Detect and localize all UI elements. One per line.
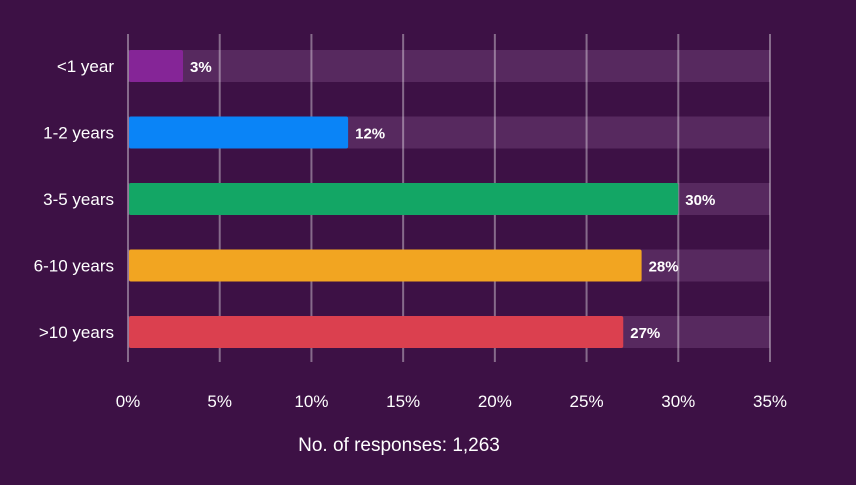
data-label: 28%: [649, 259, 679, 276]
data-label: 3%: [190, 59, 212, 76]
x-axis-ticks: 0% 5% 10% 15% 20% 25% 30% 35%: [116, 392, 787, 411]
bar: [129, 183, 679, 215]
data-label: 27%: [630, 325, 660, 342]
x-tick-label: 15%: [386, 392, 420, 411]
x-tick-label: 30%: [661, 392, 695, 411]
x-tick-label: 5%: [207, 392, 232, 411]
bar: [129, 50, 184, 82]
category-label: 1-2 years: [43, 124, 114, 143]
x-tick-label: 10%: [294, 392, 328, 411]
category-label: <1 year: [57, 57, 115, 76]
x-tick-label: 0%: [116, 392, 141, 411]
x-tick-label: 20%: [478, 392, 512, 411]
bar: [129, 116, 349, 149]
x-tick-label: 25%: [570, 392, 604, 411]
response-count-note: No. of responses: 1,263: [298, 435, 500, 456]
data-label: 12%: [355, 126, 385, 143]
bar-track: [128, 50, 770, 82]
value-labels: 3% 12% 30% 28% 27%: [190, 59, 715, 342]
category-label: 6-10 years: [34, 257, 114, 276]
x-tick-label: 35%: [753, 392, 787, 411]
category-label: 3-5 years: [43, 190, 114, 209]
category-labels: <1 year 1-2 years 3-5 years 6-10 years >10 y…: [34, 57, 115, 342]
data-label: 30%: [685, 192, 715, 209]
category-label: >10 years: [39, 323, 114, 342]
bar: [129, 316, 624, 348]
bar: [129, 249, 642, 282]
bars: [129, 50, 679, 348]
